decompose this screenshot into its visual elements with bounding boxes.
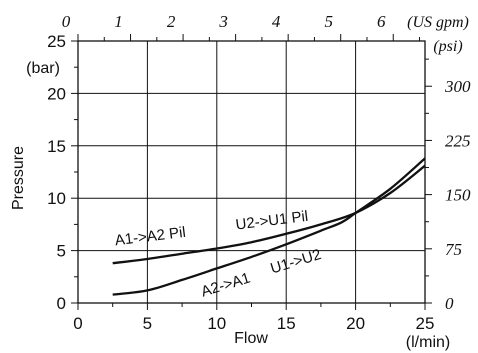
secondary-y-unit-label: (psi) [433, 38, 462, 55]
right-tick-label: 0 [445, 294, 454, 313]
tick-marks [71, 34, 432, 310]
right-tick-label: 150 [445, 186, 471, 205]
y-tick-label: 10 [47, 189, 66, 208]
x-unit-label: (l/min) [406, 334, 450, 351]
plot-frame [77, 40, 426, 304]
x-tick-label: 15 [277, 314, 296, 333]
y-tick-label: 15 [47, 137, 66, 156]
x-tick-label: 5 [143, 314, 152, 333]
curve-2 [112, 157, 426, 296]
y-unit-label: (bar) [26, 60, 60, 77]
right-tick-label: 300 [444, 77, 471, 96]
top-tick-label: 1 [114, 12, 123, 31]
y-axis-title: Pressure [10, 146, 27, 210]
y-tick-label: 25 [47, 32, 66, 51]
top-tick-label: 6 [377, 12, 386, 31]
y-tick-label: 0 [57, 294, 66, 313]
curve-label: A1->A2 Pil [114, 224, 187, 250]
top-tick-label: 2 [167, 12, 176, 31]
top-tick-label: 5 [324, 12, 333, 31]
top-tick-label: 0 [62, 12, 71, 31]
x-tick-label: 25 [416, 314, 435, 333]
secondary-x-unit-label: (US gpm) [407, 14, 469, 31]
y-tick-label: 5 [57, 242, 66, 261]
curve-1 [112, 164, 426, 265]
curves [112, 157, 426, 296]
grid [78, 41, 425, 303]
x-tick-label: 0 [73, 314, 82, 333]
curve-label: A2->A1 [199, 270, 252, 301]
right-tick-label: 75 [445, 240, 462, 259]
x-tick-label: 20 [346, 314, 365, 333]
right-tick-label: 225 [445, 131, 471, 150]
top-tick-label: 3 [218, 12, 228, 31]
x-tick-label: 10 [207, 314, 226, 333]
y-tick-label: 20 [47, 84, 66, 103]
x-axis-title: Flow [234, 330, 268, 347]
top-tick-label: 4 [272, 12, 281, 31]
